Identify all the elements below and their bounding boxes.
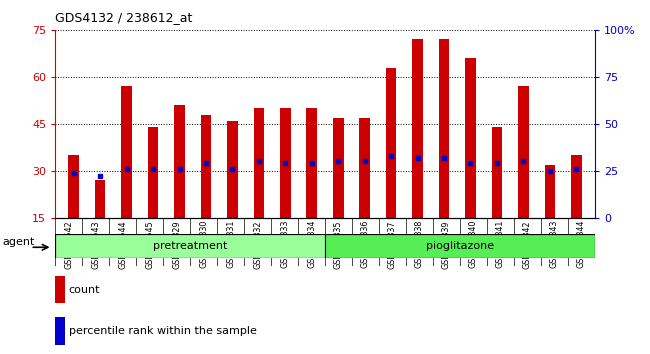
Text: GSM201830: GSM201830 — [199, 220, 208, 268]
Text: count: count — [69, 285, 100, 295]
Text: GDS4132 / 238612_at: GDS4132 / 238612_at — [55, 11, 192, 24]
Bar — [465, 58, 476, 218]
Bar — [55, 317, 65, 345]
Bar — [386, 68, 396, 218]
Bar — [439, 40, 449, 218]
Bar — [55, 276, 65, 303]
Bar — [227, 121, 238, 218]
Text: GSM201831: GSM201831 — [226, 220, 235, 268]
Text: agent: agent — [3, 237, 35, 247]
Text: GSM201836: GSM201836 — [361, 220, 370, 268]
Bar — [412, 40, 423, 218]
Bar — [325, 234, 595, 258]
Text: GSM201838: GSM201838 — [415, 220, 424, 268]
Text: GSM201837: GSM201837 — [388, 220, 397, 269]
Text: GSM201833: GSM201833 — [280, 220, 289, 268]
Text: GSM201543: GSM201543 — [91, 220, 100, 269]
Bar — [68, 155, 79, 218]
Text: GSM201829: GSM201829 — [172, 220, 181, 269]
Bar — [174, 105, 185, 218]
Bar — [359, 118, 370, 218]
Text: pioglitazone: pioglitazone — [426, 241, 494, 251]
Text: GSM201842: GSM201842 — [523, 220, 532, 269]
Bar — [571, 155, 582, 218]
Text: GSM201841: GSM201841 — [496, 220, 505, 268]
Bar — [333, 118, 343, 218]
Bar — [55, 234, 325, 258]
Text: GSM201834: GSM201834 — [307, 220, 316, 268]
Bar — [148, 127, 159, 218]
Text: GSM201542: GSM201542 — [64, 220, 73, 269]
Bar — [122, 86, 132, 218]
Bar — [201, 115, 211, 218]
Text: GSM201843: GSM201843 — [550, 220, 559, 268]
Text: GSM201840: GSM201840 — [469, 220, 478, 268]
Bar — [280, 108, 291, 218]
Bar — [491, 127, 502, 218]
Text: GSM201835: GSM201835 — [334, 220, 343, 269]
Bar — [95, 180, 105, 218]
Bar — [254, 108, 264, 218]
Bar — [545, 165, 555, 218]
Bar — [307, 108, 317, 218]
Text: GSM201545: GSM201545 — [145, 220, 154, 269]
Text: GSM201839: GSM201839 — [442, 220, 451, 269]
Text: pretreatment: pretreatment — [153, 241, 228, 251]
Text: GSM201832: GSM201832 — [253, 220, 262, 269]
Bar — [518, 86, 528, 218]
Text: GSM201544: GSM201544 — [118, 220, 127, 269]
Text: GSM201844: GSM201844 — [577, 220, 586, 268]
Text: percentile rank within the sample: percentile rank within the sample — [69, 326, 257, 336]
